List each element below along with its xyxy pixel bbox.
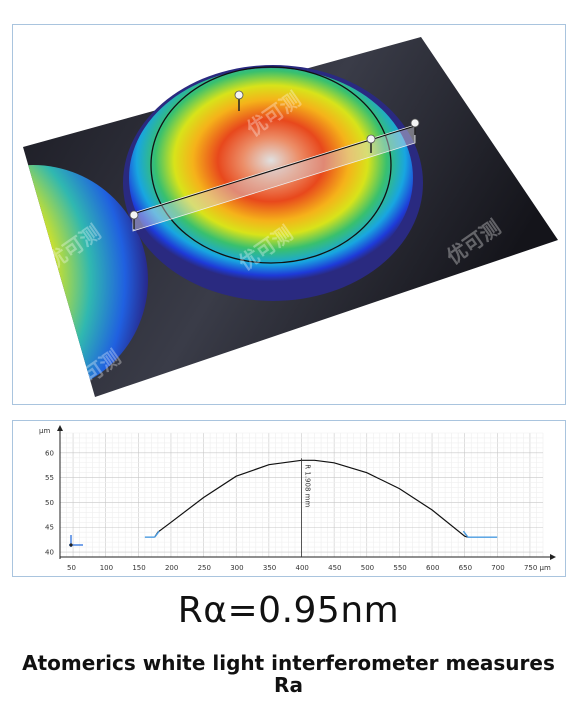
axis-gizmo-icon <box>69 535 83 547</box>
x-tick-label: 500 <box>361 564 374 572</box>
profile-baseline <box>144 530 498 538</box>
x-tick-label: 650 <box>459 564 472 572</box>
x-tick-label: 550 <box>393 564 406 572</box>
y-tick-label: 45 <box>45 524 54 532</box>
x-tick-label: 200 <box>165 564 178 572</box>
surface-3d-render: 优可测 优可测 优可测 优可测 优可测 <box>23 37 558 399</box>
profile-curve <box>154 459 469 538</box>
chart-axes <box>57 425 556 560</box>
y-tick-labels: 40 45 50 55 60 <box>45 449 54 556</box>
x-tick-label: 250 <box>198 564 211 572</box>
x-tick-label: 150 <box>132 564 145 572</box>
caption: Atomerics white light interferometer mea… <box>0 652 577 696</box>
x-tick-label: 50 <box>67 564 76 572</box>
profile-chart-panel: µm 40 45 50 55 60 50 100 150 200 250 300 350 400 450… <box>12 420 566 577</box>
x-tick-label: 350 <box>263 564 276 572</box>
x-tick-label: 300 <box>230 564 243 572</box>
baseline-segment <box>462 530 469 538</box>
x-tick-label: 100 <box>100 564 113 572</box>
surface-3d-view: 优可测 优可测 优可测 优可测 优可测 <box>12 24 566 405</box>
caption-line-2: Ra <box>274 673 303 697</box>
main-dome <box>123 65 423 301</box>
x-tick-label: 450 <box>328 564 341 572</box>
y-axis-unit: µm <box>39 427 50 435</box>
marker-pins <box>129 90 420 229</box>
ra-value-headline: Rα=0.95nm <box>177 590 400 631</box>
y-tick-label: 40 <box>45 549 54 557</box>
y-tick-label: 50 <box>45 499 54 507</box>
baseline-segment <box>154 530 160 538</box>
x-tick-label: 400 <box>296 564 309 572</box>
x-tick-label: 600 <box>426 564 439 572</box>
profile-chart: µm 40 45 50 55 60 50 100 150 200 250 300 350 400 450… <box>39 425 556 572</box>
section-plane <box>132 124 416 232</box>
caption-line-1: Atomerics white light interferometer mea… <box>22 651 555 675</box>
y-tick-label: 60 <box>45 449 54 457</box>
y-tick-label: 55 <box>45 474 54 482</box>
x-tick-label: 750 µm <box>524 564 551 572</box>
radius-annotation: R 1.908 mm <box>304 464 312 507</box>
x-tick-label: 700 <box>491 564 504 572</box>
x-tick-labels: 50 100 150 200 250 300 350 400 450 500 550 600 650 70… <box>67 564 551 572</box>
